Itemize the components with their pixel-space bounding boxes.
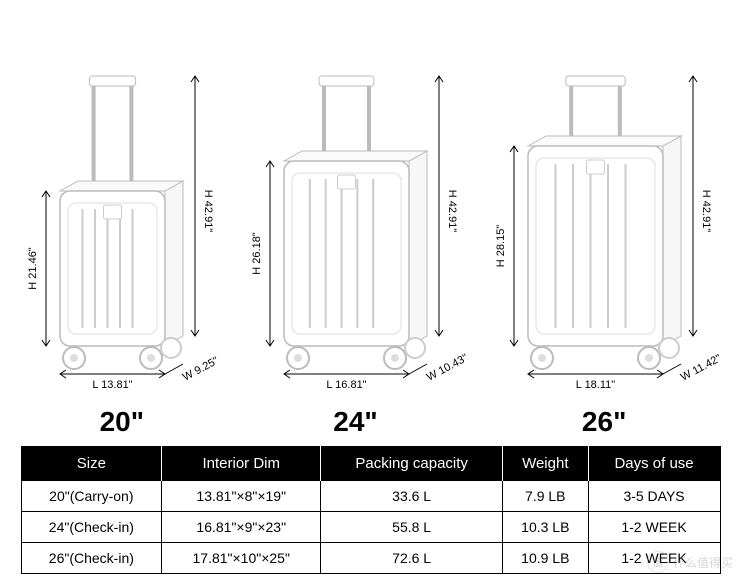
handle-height-label: H 42.91" [446,190,458,233]
size-titles-row: 20" 24" 26" [0,400,741,438]
luggage-1: H 42.91" H 21.46" L 13.81" [20,40,223,400]
size-title-3: 26" [488,406,721,438]
watermark: 值 什么值得买 [647,551,733,573]
table-header-cell: Weight [503,447,589,481]
table-cell: 3-5 DAYS [588,481,720,512]
body-height-label: H 21.46" [27,247,39,290]
table-cell: 7.9 LB [503,481,589,512]
body-height-label: H 26.18" [251,232,263,275]
table-header-cell: Interior Dim [162,447,321,481]
handle-height-label: H 42.91" [202,190,214,233]
length-label: L 13.81" [93,379,133,391]
luggage-2: H 42.91" H 26.18" L 16.81" [244,40,467,400]
table-header-row: SizeInterior DimPacking capacityWeightDa… [21,447,720,481]
handle-height-label: H 42.91" [700,190,712,233]
table-header-cell: Size [21,447,162,481]
width-label: W 9.25" [181,355,221,384]
table-row: 24"(Check-in)16.81"×9"×23"55.8 L10.3 LB1… [21,512,720,543]
table-cell: 10.3 LB [503,512,589,543]
table-cell: 55.8 L [321,512,503,543]
table-header-cell: Packing capacity [321,447,503,481]
length-label: L 16.81" [326,379,366,391]
spec-table: SizeInterior DimPacking capacityWeightDa… [21,446,721,574]
table-cell: 13.81"×8"×19" [162,481,321,512]
luggage-diagram-row: H 42.91" H 21.46" L 13.81" [0,0,741,400]
luggage-svg: H 42.91" H 21.46" L 13.81" [20,40,223,400]
table-row: 20"(Carry-on)13.81"×8"×19"33.6 L7.9 LB3-… [21,481,720,512]
table-cell: 33.6 L [321,481,503,512]
width-label: W 11.42" [678,352,720,383]
luggage-3: H 42.91" H 28.15" L 18.11" [488,40,721,400]
watermark-icon: 值 [647,551,669,573]
luggage-svg: H 42.91" H 26.18" L 16.81" [244,40,467,400]
table-cell: 1-2 WEEK [588,512,720,543]
table-cell: 10.9 LB [503,543,589,574]
watermark-text: 什么值得买 [673,554,733,571]
length-label: L 18.11" [575,379,614,391]
table-cell: 17.81"×10"×25" [162,543,321,574]
table-cell: 24"(Check-in) [21,512,162,543]
table-cell: 72.6 L [321,543,503,574]
size-title-1: 20" [20,406,223,438]
table-cell: 26"(Check-in) [21,543,162,574]
table-body: 20"(Carry-on)13.81"×8"×19"33.6 L7.9 LB3-… [21,481,720,574]
table-row: 26"(Check-in)17.81"×10"×25"72.6 L10.9 LB… [21,543,720,574]
luggage-svg: H 42.91" H 28.15" L 18.11" [488,40,721,400]
table-header-cell: Days of use [588,447,720,481]
body-height-label: H 28.15" [495,225,507,268]
width-label: W 10.43" [425,352,467,384]
table-cell: 20"(Carry-on) [21,481,162,512]
size-title-2: 24" [244,406,467,438]
table-cell: 16.81"×9"×23" [162,512,321,543]
